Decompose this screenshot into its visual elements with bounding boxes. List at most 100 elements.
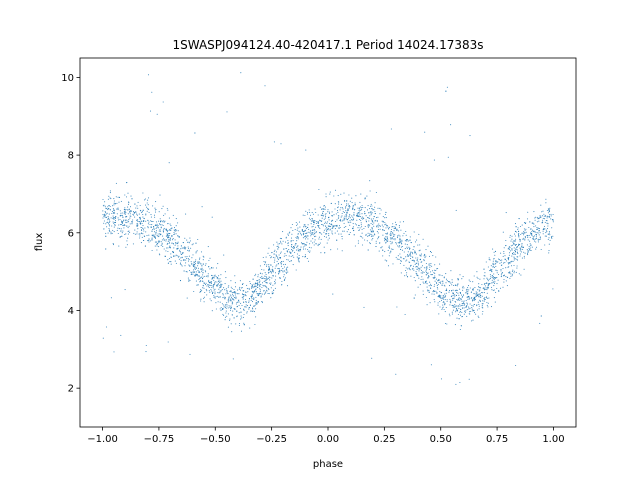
data-point (219, 287, 221, 289)
data-point (476, 276, 478, 278)
data-point (432, 255, 434, 257)
data-point (418, 233, 420, 235)
data-point (462, 285, 464, 287)
data-point (381, 224, 383, 226)
data-point (334, 232, 336, 234)
data-point (468, 313, 470, 315)
data-point (418, 267, 420, 269)
data-point (451, 295, 453, 297)
data-point (349, 206, 351, 208)
data-point (523, 251, 525, 253)
data-point (452, 306, 454, 308)
data-point (240, 330, 243, 332)
data-point (408, 248, 411, 250)
data-point (388, 245, 390, 247)
data-point (435, 278, 437, 280)
data-point (492, 260, 494, 262)
data-point (511, 248, 513, 250)
data-point (392, 238, 394, 240)
data-point (392, 233, 394, 235)
data-point (227, 313, 229, 315)
data-point (444, 293, 446, 295)
data-point (338, 227, 340, 229)
data-point (154, 237, 156, 239)
data-point (511, 275, 513, 277)
data-point (147, 226, 149, 228)
data-point (174, 239, 176, 241)
data-point (215, 302, 217, 304)
data-point (267, 288, 269, 290)
data-point (430, 251, 432, 254)
data-point (520, 249, 522, 251)
data-point (131, 222, 133, 224)
data-point (292, 249, 294, 251)
data-point (208, 284, 210, 286)
data-point (124, 211, 126, 213)
data-point (296, 249, 298, 251)
data-point (438, 280, 440, 282)
data-point (505, 276, 507, 278)
data-point (182, 242, 184, 244)
data-point (127, 203, 130, 205)
data-point (181, 265, 183, 267)
data-point (437, 302, 439, 304)
data-point (121, 214, 123, 216)
data-point (249, 327, 251, 329)
data-point (548, 210, 550, 212)
data-point (384, 259, 386, 261)
y-tick-label: 10 (61, 73, 74, 84)
data-point (517, 228, 519, 231)
data-point (510, 261, 512, 263)
data-point (300, 242, 303, 244)
data-point (230, 280, 232, 282)
data-point (475, 295, 477, 297)
data-point (167, 234, 169, 236)
data-point (317, 214, 319, 216)
data-point (349, 224, 351, 226)
data-point (523, 228, 525, 230)
data-point (345, 213, 347, 216)
data-point (504, 255, 506, 257)
data-point (167, 237, 169, 239)
data-point (487, 297, 489, 299)
data-point (389, 247, 391, 249)
data-point (515, 244, 517, 246)
data-point (239, 307, 241, 309)
data-point (347, 208, 349, 210)
data-point (225, 293, 227, 295)
data-point (136, 224, 138, 226)
data-point (321, 220, 323, 222)
data-point (419, 259, 421, 261)
data-point (548, 209, 550, 211)
data-point (519, 255, 521, 257)
data-point (401, 243, 403, 245)
data-point (223, 254, 225, 256)
data-point (231, 303, 233, 305)
data-point (127, 227, 129, 229)
data-point (266, 278, 268, 280)
data-point (136, 233, 138, 235)
data-point (261, 277, 263, 279)
data-point (251, 307, 254, 309)
data-point (433, 293, 435, 295)
data-point (449, 315, 451, 317)
data-point (228, 285, 230, 287)
data-point (371, 205, 373, 207)
data-point (169, 245, 171, 247)
data-point (210, 274, 213, 276)
data-point (336, 210, 339, 212)
data-point (457, 298, 460, 300)
data-point (442, 302, 444, 304)
data-point (227, 301, 229, 303)
data-point (459, 305, 461, 307)
data-point (118, 201, 120, 203)
data-point (500, 273, 502, 275)
data-point (276, 264, 278, 266)
data-point (404, 248, 406, 250)
data-point (185, 259, 187, 261)
data-point (297, 245, 299, 247)
data-point (521, 243, 523, 245)
data-point (335, 225, 337, 227)
data-point (519, 239, 521, 241)
data-point (463, 307, 465, 309)
